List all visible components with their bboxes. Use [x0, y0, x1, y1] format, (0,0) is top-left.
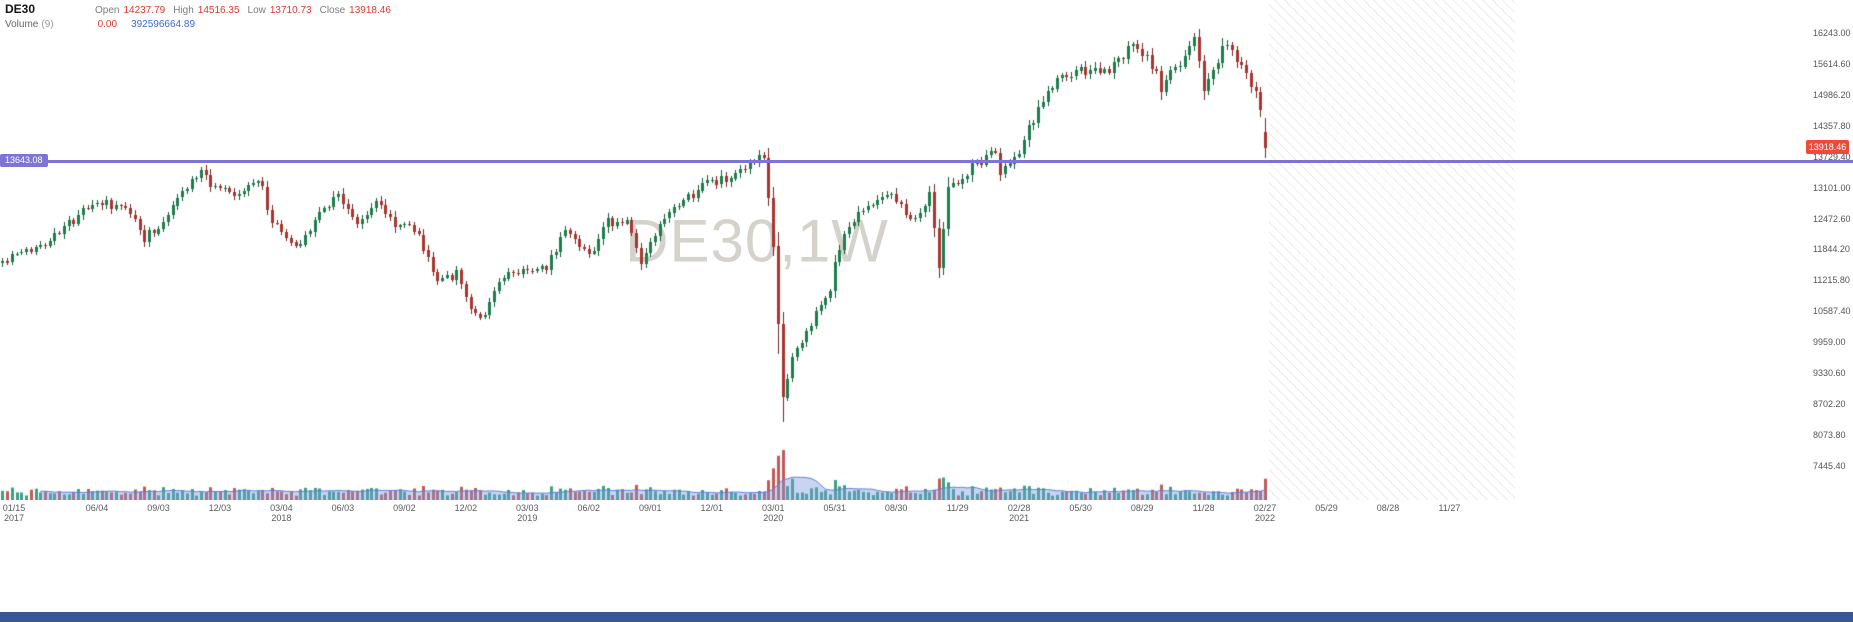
time-tick-label: 08/28 — [1376, 503, 1400, 513]
time-tick-label: 09/01 — [639, 503, 662, 513]
price-tick-label: 13729.40 — [1813, 151, 1851, 162]
indicator-name: Volume — [5, 19, 39, 30]
symbol-title: DE30 — [5, 2, 36, 16]
time-tick-label: 12/02 — [454, 503, 478, 513]
time-tick-label: 03/04 — [270, 503, 293, 513]
close-label: Close — [319, 5, 346, 16]
current-price-badge: 13918.46 — [1806, 140, 1849, 155]
price-tick-label: 8702.20 — [1813, 399, 1846, 410]
price-axis[interactable]: 16243.00 15614.60 14986.20 14357.80 13729.40… — [1808, 0, 1853, 500]
time-tick-label: 11/29 — [946, 503, 969, 513]
time-tick-label: 08/30 — [884, 503, 908, 513]
horizontal-price-line[interactable] — [0, 159, 1853, 163]
time-year-label: 2018 — [271, 513, 292, 523]
price-tick-label: 8073.80 — [1813, 430, 1846, 441]
close-value: 13918.46 — [349, 5, 391, 16]
price-tick-label: 16243.00 — [1813, 27, 1851, 38]
time-tick-label: 02/28 — [1007, 503, 1031, 513]
time-tick-label: 11/28 — [1192, 503, 1215, 513]
price-tick-label: 10587.40 — [1813, 306, 1851, 317]
time-tick-label: 11/27 — [1438, 503, 1461, 513]
price-tick-label: 14986.20 — [1813, 89, 1851, 100]
time-axis[interactable]: 01/15 2017 06/04 09/03 12/03 03/04 2018 06/03 09… — [0, 500, 1808, 526]
ohlc-row: DE30 Open 14237.79 High 14516.35 Low 13710.73 C… — [5, 2, 391, 17]
open-value: 14237.79 — [123, 5, 166, 16]
time-tick-label: 03/01 — [761, 503, 785, 513]
time-tick-label: 09/03 — [147, 503, 170, 513]
time-year-label: 2017 — [3, 513, 25, 523]
time-year-label: 2020 — [763, 513, 784, 523]
candlestick-chart-canvas[interactable] — [0, 0, 1808, 500]
price-tick-label: 7445.40 — [1813, 460, 1846, 471]
time-year-label: 2019 — [517, 513, 538, 523]
hline-price-badge: 13643.08 — [0, 153, 48, 167]
price-tick-label: 13101.00 — [1813, 182, 1851, 193]
time-tick-label: 03/03 — [516, 503, 539, 513]
time-tick-label: 06/02 — [577, 503, 601, 513]
bottom-bar — [0, 612, 1853, 622]
time-tick-label: 08/29 — [1130, 503, 1154, 513]
low-label: Low — [247, 5, 266, 16]
time-year-label: 2021 — [1009, 513, 1030, 523]
time-year-label: 2022 — [1255, 513, 1276, 523]
open-label: Open — [95, 5, 120, 16]
time-tick-label: 02/27 — [1253, 503, 1277, 513]
indicator-period: (9) — [41, 19, 54, 30]
indicator-value-red: 0.00 — [97, 19, 118, 30]
time-tick-label: 05/29 — [1315, 503, 1338, 513]
high-value: 14516.35 — [197, 5, 240, 16]
time-tick-label: 05/31 — [823, 503, 846, 513]
price-tick-label: 9330.60 — [1813, 368, 1846, 379]
indicator-row: Volume (9) 0.00 392596664.89 — [5, 17, 391, 32]
time-tick-label: 06/04 — [85, 503, 109, 513]
time-tick-label: 05/30 — [1069, 503, 1092, 513]
low-value: 13710.73 — [269, 5, 312, 16]
time-tick-label: 12/01 — [700, 503, 724, 513]
time-tick-label: 01/15 — [2, 503, 26, 513]
price-tick-label: 14357.80 — [1813, 120, 1851, 131]
time-tick-label: 06/03 — [331, 503, 355, 513]
price-tick-label: 11215.80 — [1813, 275, 1850, 286]
chart-legend: DE30 Open 14237.79 High 14516.35 Low 13710.73 C… — [5, 2, 391, 32]
price-tick-label: 12472.60 — [1813, 213, 1851, 224]
high-label: High — [173, 5, 194, 16]
time-tick-label: 09/02 — [393, 503, 416, 513]
time-tick-label: 12/03 — [208, 503, 232, 513]
price-tick-label: 9959.00 — [1813, 337, 1846, 348]
price-tick-label: 11844.20 — [1813, 244, 1850, 255]
indicator-value-blue: 392596664.89 — [131, 19, 196, 30]
price-tick-label: 15614.60 — [1813, 58, 1851, 69]
